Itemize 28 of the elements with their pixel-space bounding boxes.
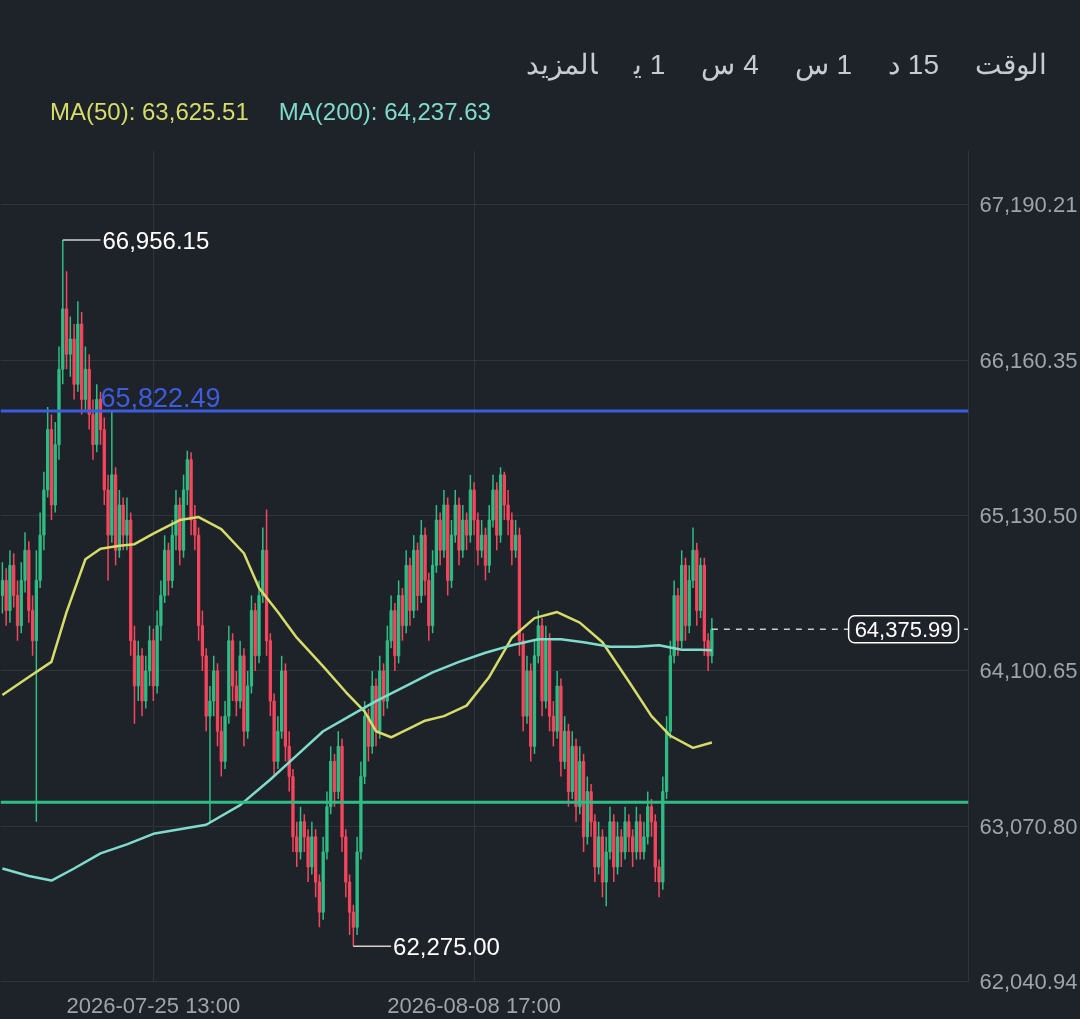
text: 4 س bbox=[701, 49, 759, 80]
ref-line-label: 65,822.49 bbox=[100, 383, 221, 414]
text: MA(50): 63,625.51 bbox=[50, 98, 249, 125]
line-series bbox=[1, 515, 714, 750]
text: 1 س bbox=[794, 49, 853, 80]
x-tick-label: 2026-08-08 17:00 bbox=[387, 992, 561, 1018]
y-tick-label: 66,160.35 bbox=[979, 347, 1078, 373]
y-tick-label: 65,130.50 bbox=[979, 502, 1078, 528]
y-tick-label: 62,040.94 bbox=[979, 969, 1078, 994]
candlestick bbox=[125, 496, 129, 551]
candlestick bbox=[68, 315, 72, 378]
annotation: 66,956.15 bbox=[102, 226, 210, 254]
text: 1 ي bbox=[633, 49, 666, 80]
text: MA(200): 64,237.63 bbox=[278, 98, 491, 125]
candlestick bbox=[480, 519, 484, 559]
candlestick bbox=[514, 519, 518, 559]
y-tick-label: 67,190.21 bbox=[979, 192, 1078, 218]
x-tick-label: 2026-07-25 13:00 bbox=[66, 992, 241, 1018]
text: الوقت bbox=[975, 49, 1047, 80]
candlestick bbox=[464, 511, 469, 551]
y-tick-label: 63,070.80 bbox=[979, 813, 1078, 839]
y-tick-label: 64,100.65 bbox=[979, 658, 1078, 684]
text: 15 د bbox=[888, 49, 939, 80]
annotation: 62,275.00 bbox=[393, 932, 500, 960]
candlestick bbox=[619, 828, 623, 868]
ref-line-label: 64,375.99 bbox=[854, 616, 953, 642]
candlestick bbox=[0, 561, 5, 615]
text: المزيد bbox=[525, 49, 598, 80]
